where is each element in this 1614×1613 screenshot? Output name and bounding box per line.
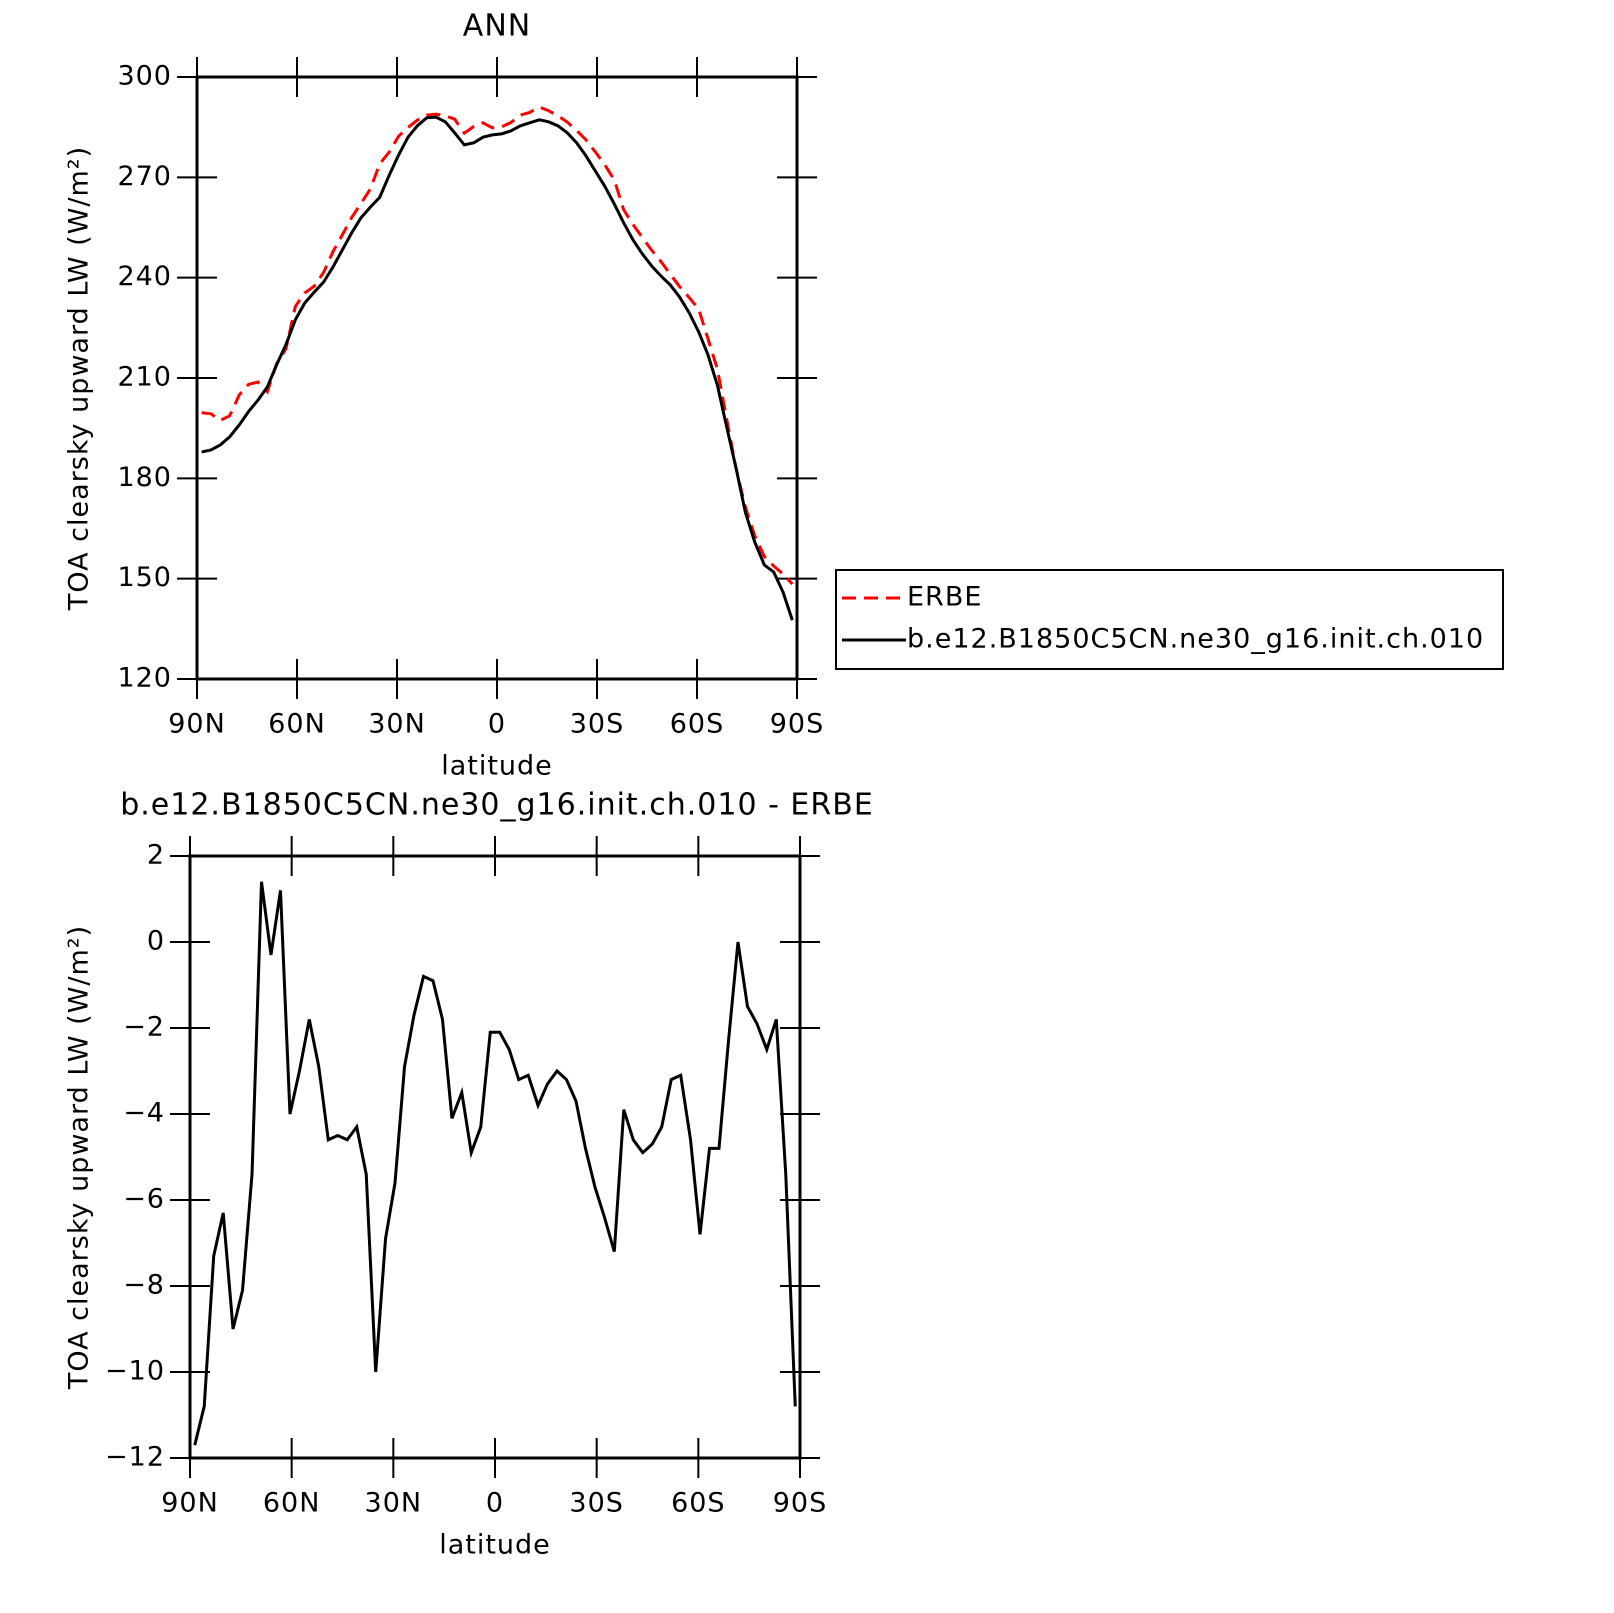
y-tick-label: 180	[117, 462, 172, 493]
x-tick-label: 90N	[161, 1488, 219, 1519]
x-tick-label: 0	[488, 709, 506, 740]
plot-frame	[195, 75, 799, 681]
legend-label: ERBE	[907, 582, 982, 613]
x-tick-label: 60S	[671, 1488, 726, 1519]
x-axis-label: latitude	[441, 751, 553, 782]
y-tick-label: 120	[117, 663, 172, 694]
x-axis-label: latitude	[439, 1530, 551, 1561]
y-tick-label: −2	[123, 1012, 165, 1043]
y-tick-label: −12	[105, 1442, 165, 1473]
legend-label: b.e12.B1850C5CN.ne30_g16.init.ch.010	[907, 624, 1484, 655]
y-tick-label: 150	[117, 562, 172, 593]
data-line	[201, 115, 794, 621]
x-tick-label: 90S	[773, 1488, 828, 1519]
x-tick-label: 90S	[770, 709, 825, 740]
chart-title: b.e12.B1850C5CN.ne30_g16.init.ch.010 - E…	[120, 788, 874, 823]
y-tick-label: 300	[117, 61, 172, 92]
x-tick-label: 30S	[570, 709, 625, 740]
y-tick-label: 2	[147, 840, 165, 871]
y-axis-label: TOA clearsky upward LW (W/m²)	[64, 146, 95, 611]
y-tick-label: −6	[123, 1184, 165, 1215]
y-tick-label: 210	[117, 362, 172, 393]
y-tick-label: −8	[123, 1270, 165, 1301]
chart-title: ANN	[463, 9, 531, 44]
x-tick-label: 60S	[670, 709, 725, 740]
x-tick-label: 30N	[365, 1488, 423, 1519]
y-tick-label: 240	[117, 261, 172, 292]
x-tick-label: 30S	[569, 1488, 624, 1519]
y-axis-label: TOA clearsky upward LW (W/m²)	[64, 925, 95, 1390]
y-tick-label: −4	[123, 1098, 165, 1129]
y-tick-label: 270	[117, 161, 172, 192]
x-tick-label: 30N	[368, 709, 426, 740]
x-tick-label: 60N	[263, 1488, 321, 1519]
y-tick-label: 0	[147, 926, 165, 957]
x-tick-label: 90N	[168, 709, 226, 740]
y-tick-label: −10	[105, 1356, 165, 1387]
legend-box	[835, 569, 1504, 670]
x-tick-label: 60N	[268, 709, 326, 740]
data-line	[201, 105, 794, 586]
x-tick-label: 0	[486, 1488, 504, 1519]
data-line	[193, 881, 797, 1446]
